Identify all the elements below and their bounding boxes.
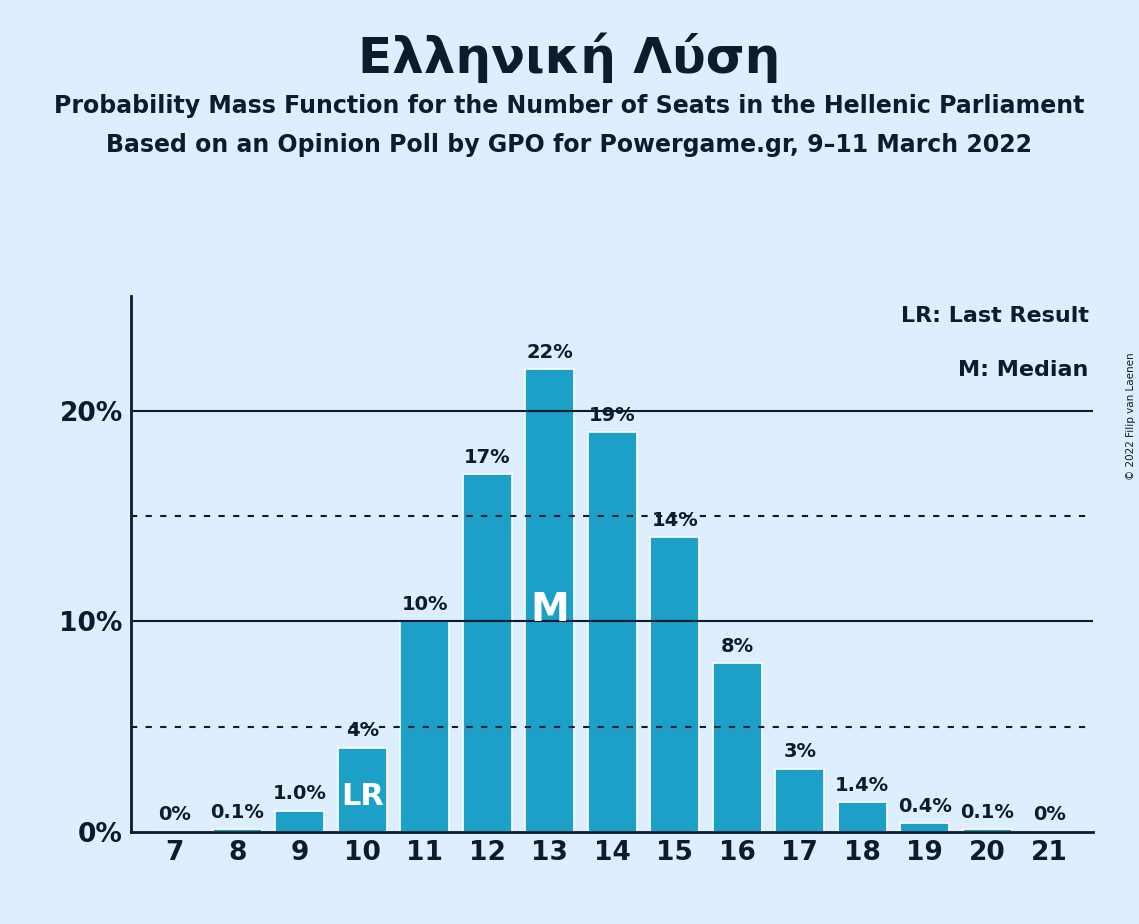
Bar [588,432,637,832]
Bar [276,810,325,832]
Bar [338,748,386,832]
Bar [962,830,1011,832]
Text: 0%: 0% [158,805,191,824]
Text: LR: Last Result: LR: Last Result [901,307,1089,326]
Text: Ελληνική Λύση: Ελληνική Λύση [359,32,780,83]
Text: 0.1%: 0.1% [211,803,264,822]
Text: 0%: 0% [1033,805,1066,824]
Bar [838,802,886,832]
Bar [213,830,262,832]
Bar [776,769,825,832]
Text: © 2022 Filip van Laenen: © 2022 Filip van Laenen [1126,352,1136,480]
Text: 1.0%: 1.0% [272,784,327,803]
Text: 8%: 8% [721,638,754,656]
Text: Based on an Opinion Poll by GPO for Powergame.gr, 9–11 March 2022: Based on an Opinion Poll by GPO for Powe… [107,133,1032,157]
Bar [462,474,511,832]
Text: M: Median: M: Median [958,360,1089,380]
Text: 0.4%: 0.4% [898,796,952,816]
Text: 19%: 19% [589,406,636,425]
Text: 1.4%: 1.4% [835,776,890,795]
Text: 4%: 4% [345,721,379,740]
Text: 10%: 10% [401,595,448,614]
Bar [400,622,449,832]
Bar [900,823,949,832]
Text: 14%: 14% [652,511,698,530]
Text: 17%: 17% [464,448,510,467]
Text: 0.1%: 0.1% [960,803,1014,822]
Text: M: M [531,590,570,628]
Text: 3%: 3% [784,742,817,761]
Bar [650,538,699,832]
Bar [525,370,574,832]
Bar [713,663,762,832]
Text: LR: LR [341,782,384,810]
Text: Probability Mass Function for the Number of Seats in the Hellenic Parliament: Probability Mass Function for the Number… [55,94,1084,118]
Text: 22%: 22% [526,343,573,362]
